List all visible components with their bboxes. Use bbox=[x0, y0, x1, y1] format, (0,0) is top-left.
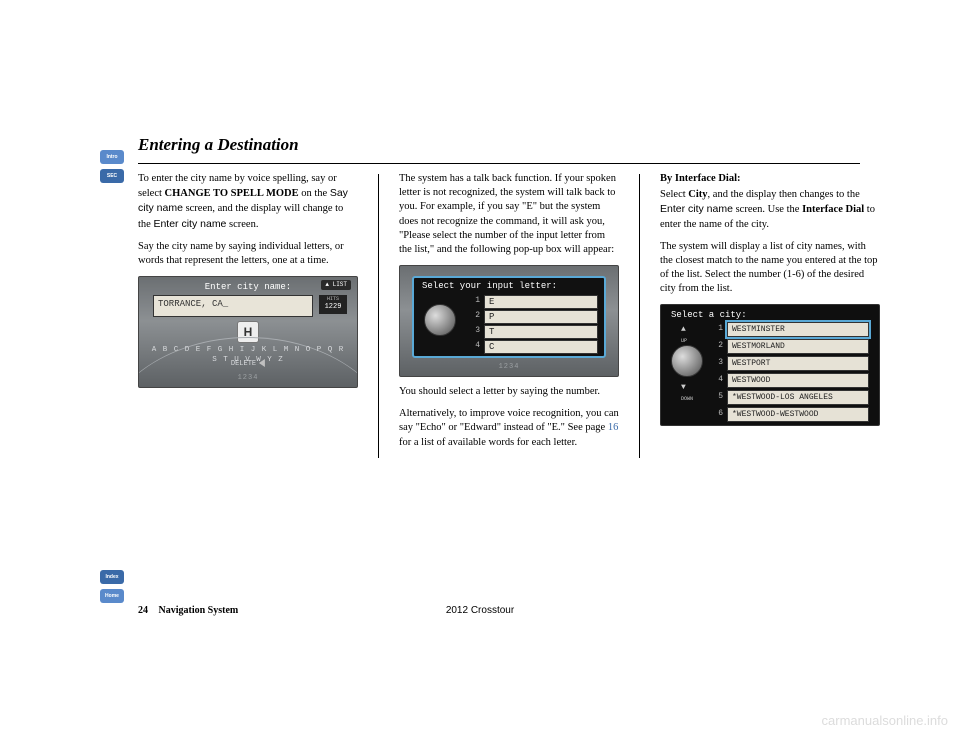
select-city-screen: Select a city: ▲ UP ▼ DOWN 1WESTMINSTER … bbox=[660, 304, 880, 426]
page-title: Entering a Destination bbox=[138, 135, 860, 155]
list-item[interactable]: 1WESTMINSTER bbox=[711, 321, 869, 337]
page-link-16[interactable]: 16 bbox=[608, 422, 619, 433]
footer-section: Navigation System bbox=[159, 605, 239, 616]
col2-p3: Alternatively, to improve voice recognit… bbox=[399, 407, 619, 450]
col1-p1: To enter the city name by voice spelling… bbox=[138, 172, 358, 232]
screen2-title: Select your input letter: bbox=[422, 280, 557, 292]
list-item[interactable]: 3T bbox=[466, 324, 598, 339]
col3-p2: The system will display a list of city n… bbox=[660, 240, 880, 297]
screen2-numrow: 1234 bbox=[400, 363, 618, 372]
tab-home[interactable]: Home bbox=[100, 589, 124, 603]
side-tabs-bottom: Index Home bbox=[100, 570, 124, 608]
divider-2 bbox=[639, 174, 640, 458]
column-2: The system has a talk back function. If … bbox=[399, 172, 619, 458]
list-item[interactable]: 3WESTPORT bbox=[711, 355, 869, 371]
hits-counter: HITS 1229 bbox=[319, 295, 347, 314]
screen3-list: 1WESTMINSTER 2WESTMORLAND 3WESTPORT 4WES… bbox=[711, 321, 869, 423]
column-1: To enter the city name by voice spelling… bbox=[138, 172, 358, 458]
col2-p2: You should select a letter by saying the… bbox=[399, 385, 619, 399]
city-textbox[interactable]: TORRANCE, CA_ bbox=[153, 295, 313, 317]
column-3: By Interface Dial: Select City, and the … bbox=[660, 172, 880, 458]
divider-1 bbox=[378, 174, 379, 458]
screen3-title: Select a city: bbox=[671, 309, 747, 321]
list-item[interactable]: 6*WESTWOOD-WESTWOOD bbox=[711, 406, 869, 422]
col3-heading: By Interface Dial: bbox=[660, 172, 880, 186]
up-arrow-icon[interactable]: ▲ UP bbox=[681, 325, 687, 347]
col1-p2: Say the city name by saying individual l… bbox=[138, 240, 358, 268]
screen1-numrow: 1234 bbox=[139, 374, 357, 383]
dial-icon[interactable] bbox=[424, 304, 456, 336]
delete-button[interactable]: DELETE bbox=[231, 359, 265, 369]
enter-city-screen: Enter city name: ▲ LIST TORRANCE, CA_ HI… bbox=[138, 276, 358, 388]
model-label: 2012 Crosstour bbox=[446, 605, 514, 616]
delete-icon bbox=[259, 359, 265, 367]
list-item[interactable]: 4C bbox=[466, 339, 598, 354]
list-item[interactable]: 1E bbox=[466, 294, 598, 309]
list-item[interactable]: 5*WESTWOOD-LOS ANGELES bbox=[711, 389, 869, 405]
title-rule bbox=[138, 163, 860, 164]
footer: 24 Navigation System bbox=[138, 605, 238, 616]
down-arrow-icon[interactable]: ▼ DOWN bbox=[681, 383, 693, 405]
page-content: Entering a Destination To enter the city… bbox=[100, 135, 860, 458]
page-number: 24 bbox=[138, 605, 148, 616]
screen2-rows: 1E 2P 3T 4C bbox=[466, 294, 598, 354]
tab-index[interactable]: Index bbox=[100, 570, 124, 584]
list-button[interactable]: ▲ LIST bbox=[321, 280, 351, 290]
columns: To enter the city name by voice spelling… bbox=[138, 172, 860, 458]
dial-icon[interactable] bbox=[671, 345, 703, 377]
col2-p1: The system has a talk back function. If … bbox=[399, 172, 619, 257]
watermark: carmanualsonline.info bbox=[822, 713, 948, 728]
list-item[interactable]: 2WESTMORLAND bbox=[711, 338, 869, 354]
list-item[interactable]: 2P bbox=[466, 309, 598, 324]
list-item[interactable]: 4WESTWOOD bbox=[711, 372, 869, 388]
input-letter-screen: Select your input letter: 1E 2P 3T 4C 12… bbox=[399, 265, 619, 377]
col3-p1: Select City, and the display then change… bbox=[660, 188, 880, 232]
